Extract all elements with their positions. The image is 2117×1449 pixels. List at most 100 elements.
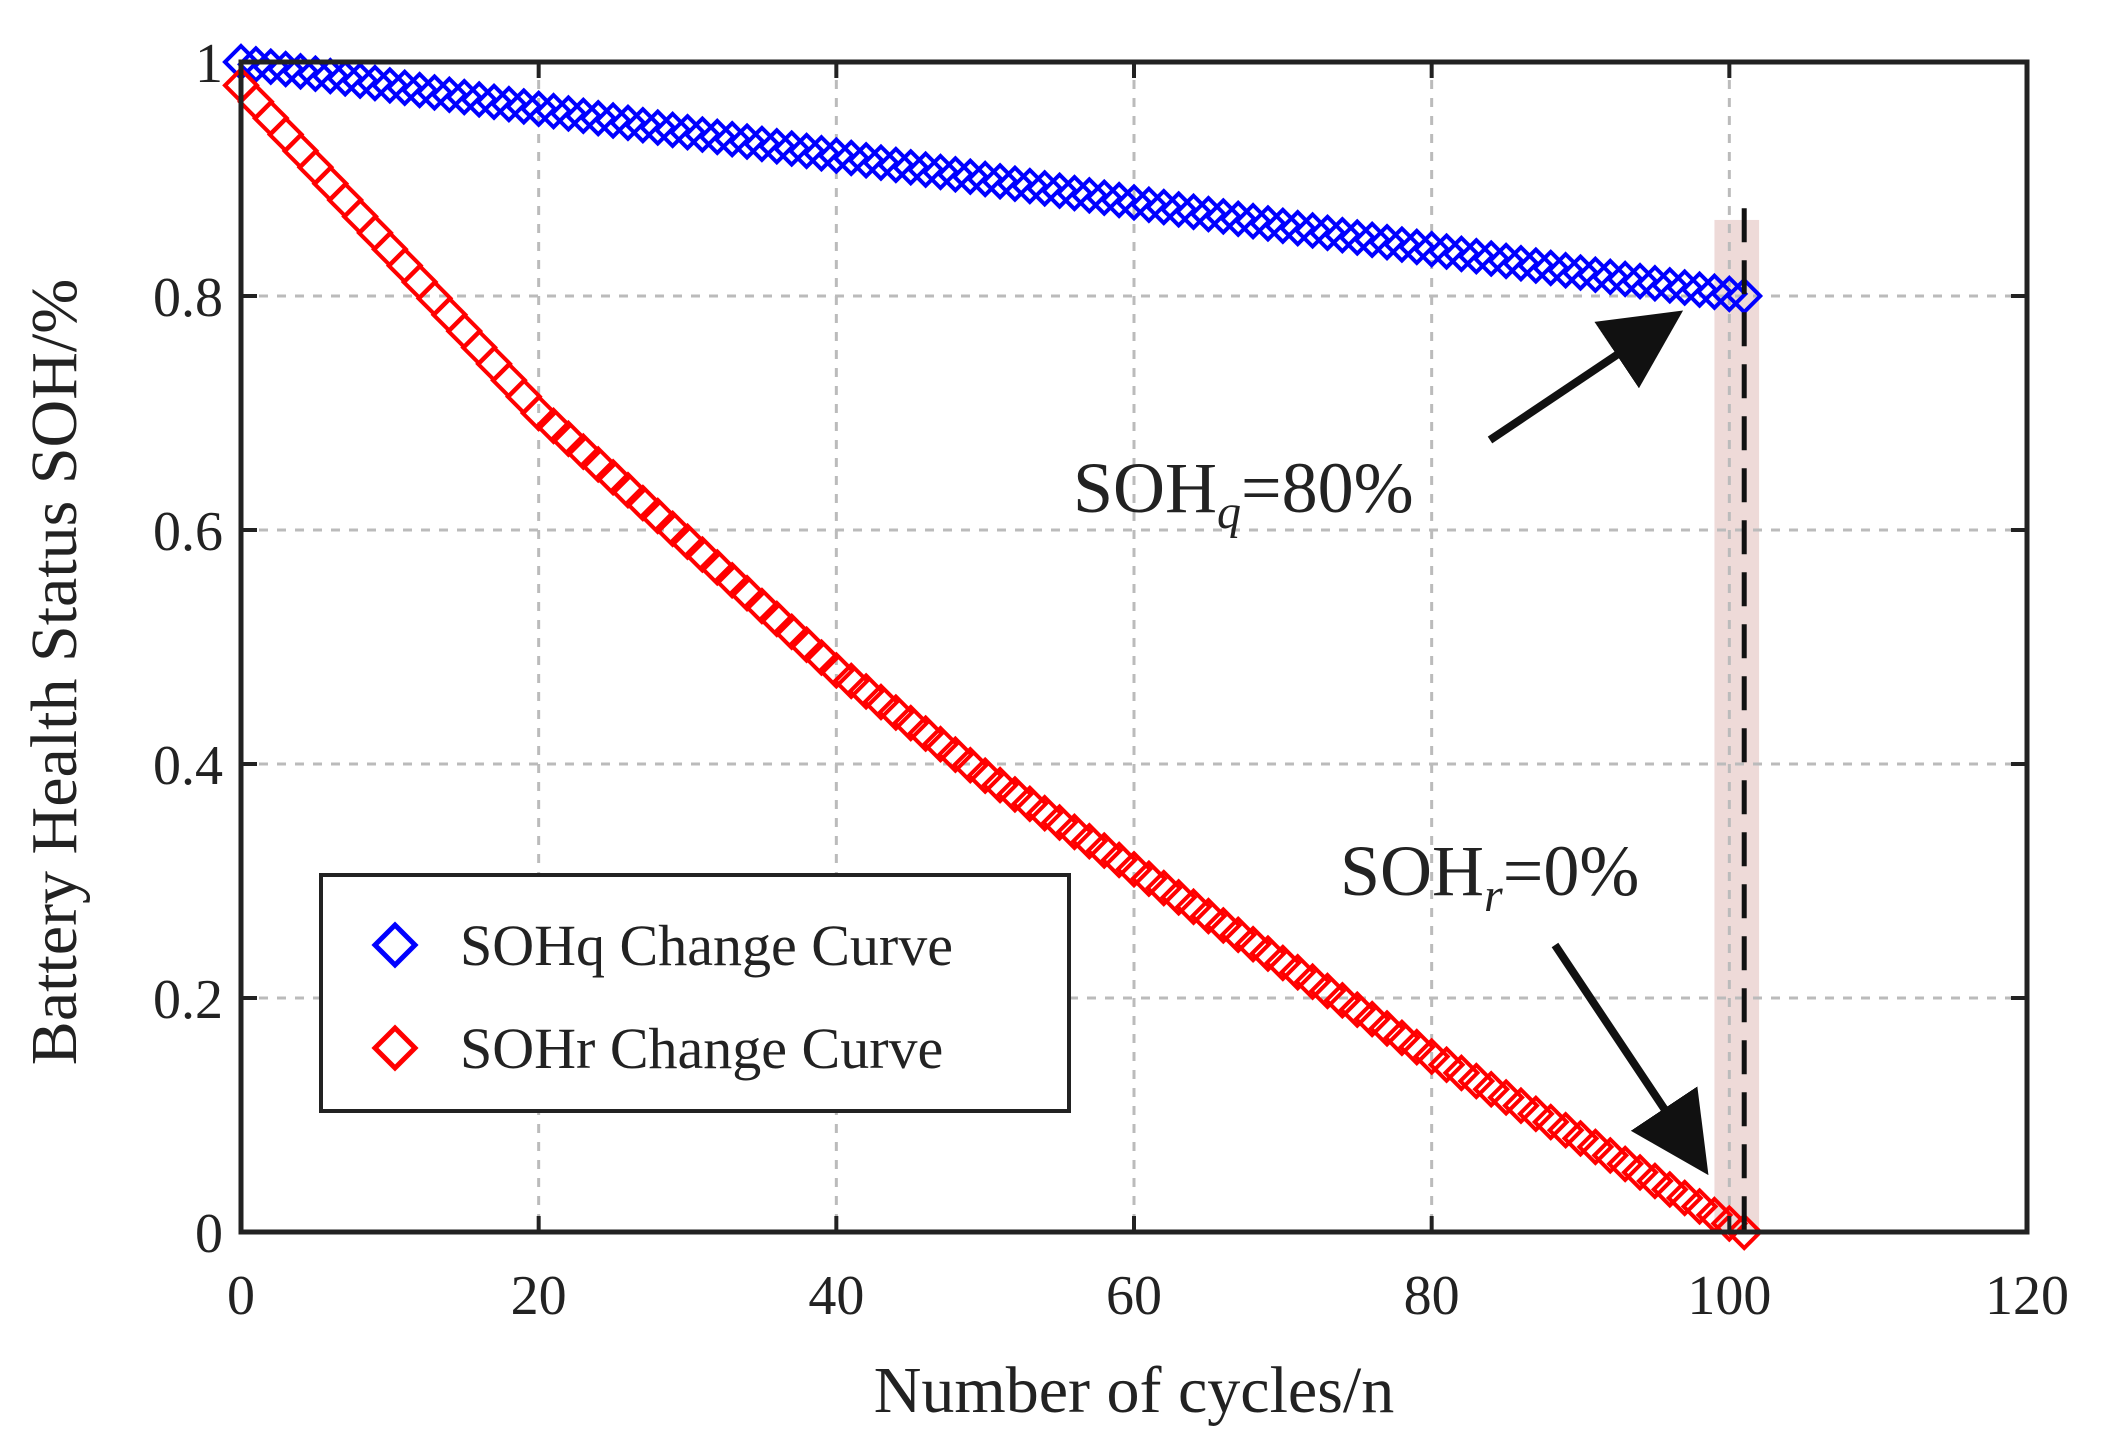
data-point: [1234, 925, 1272, 964]
data-point: [385, 68, 424, 107]
data-point: [1219, 915, 1258, 954]
data-point: [891, 148, 930, 187]
legend-box: [319, 873, 1071, 1113]
data-point: [460, 80, 498, 119]
data-point: [430, 295, 469, 334]
annotation-arrow: [1551, 942, 1709, 1176]
data-point: [490, 361, 528, 400]
data-point: [698, 118, 737, 156]
data-point: [1144, 188, 1183, 226]
data-point: [1621, 262, 1659, 300]
data-point: [743, 125, 781, 163]
data-point: [832, 662, 871, 700]
data-point: [802, 134, 841, 173]
data-point: [951, 157, 990, 196]
x-axis-title: Number of cycles/n: [874, 1354, 1395, 1427]
data-point: [475, 82, 513, 121]
data-point: [371, 66, 409, 105]
annotation-soh-q: SOHq=80%: [1073, 310, 1684, 539]
data-point: [1159, 190, 1198, 229]
legend-label: SOHr Change Curve: [460, 1016, 943, 1081]
data-point: [237, 45, 275, 84]
y-tick-label: 0: [195, 1203, 223, 1265]
data-point: [1189, 897, 1228, 935]
data-point: [1412, 230, 1451, 269]
data-point: [1680, 270, 1719, 309]
data-point: [490, 85, 528, 123]
data-point: [1219, 199, 1258, 238]
x-tick-label: 100: [1687, 1265, 1771, 1327]
data-point: [1725, 277, 1764, 315]
data-point: [1115, 850, 1153, 889]
data-point: [1725, 1213, 1764, 1251]
data-point: [1502, 244, 1540, 283]
y-tick-label: 1: [195, 33, 223, 95]
data-point: [1085, 178, 1124, 217]
data-point: [475, 345, 513, 383]
x-tick-label: 20: [511, 1265, 567, 1327]
end-of-life-band: [1714, 219, 1760, 1232]
data-point: [549, 94, 588, 133]
shaded-band: [1714, 219, 1760, 1232]
annotation-label: SOHq=80%: [1073, 448, 1414, 539]
legend: SOHq Change Curve SOHr Change Curve: [319, 873, 1071, 1113]
data-point: [1308, 213, 1347, 252]
annotation-arrow: [1487, 310, 1684, 444]
data-point: [713, 120, 751, 159]
data-point: [996, 775, 1034, 814]
data-point: [653, 111, 692, 149]
data-point: [1100, 841, 1138, 879]
data-point: [1293, 962, 1332, 1001]
data-point: [356, 213, 394, 252]
data-point: [504, 377, 543, 416]
data-point: [400, 263, 439, 301]
series-markers: [222, 43, 1764, 1251]
data-point: [1308, 972, 1347, 1010]
data-point: [311, 164, 350, 203]
data-point: [311, 57, 350, 95]
data-point: [1397, 228, 1436, 266]
data-point: [1695, 272, 1734, 311]
data-point: [504, 87, 543, 126]
axis-titles: Number of cycles/n Battery Health Status…: [18, 279, 1394, 1427]
data-point: [728, 122, 766, 161]
data-point: [281, 132, 320, 170]
data-point: [460, 328, 498, 367]
y-tick-label: 0.2: [153, 969, 223, 1031]
data-point: [1427, 232, 1466, 271]
series-soh-q: [222, 43, 1764, 315]
data-point: [326, 181, 365, 219]
data-point: [1323, 981, 1362, 1020]
data-point: [951, 746, 990, 784]
data-point: [1383, 225, 1421, 264]
data-point: [1085, 831, 1124, 870]
data-point: [519, 89, 558, 128]
data-point: [1249, 204, 1287, 243]
data-point: [1159, 878, 1198, 917]
data-point: [1368, 223, 1406, 262]
data-point: [1115, 183, 1153, 222]
data-point: [266, 115, 305, 154]
data-point: [1144, 869, 1183, 907]
data-point: [1278, 209, 1317, 247]
data-point: [772, 129, 811, 168]
axes: [238, 59, 2030, 1235]
data-point: [1472, 239, 1511, 278]
data-point: [400, 71, 439, 109]
data-point: [341, 197, 379, 236]
data-point: [936, 155, 975, 194]
data-point: [1040, 171, 1079, 210]
data-point: [624, 106, 662, 145]
legend-label: SOHq Change Curve: [460, 913, 953, 978]
data-point: [1636, 264, 1674, 303]
data-point: [1442, 235, 1481, 273]
data-point: [1278, 953, 1317, 992]
data-point: [445, 78, 484, 116]
data-point: [1070, 822, 1109, 861]
data-point: [385, 246, 424, 285]
data-point: [1100, 181, 1138, 219]
data-point: [1189, 195, 1228, 233]
data-point: [1650, 266, 1689, 305]
data-point: [862, 143, 900, 182]
